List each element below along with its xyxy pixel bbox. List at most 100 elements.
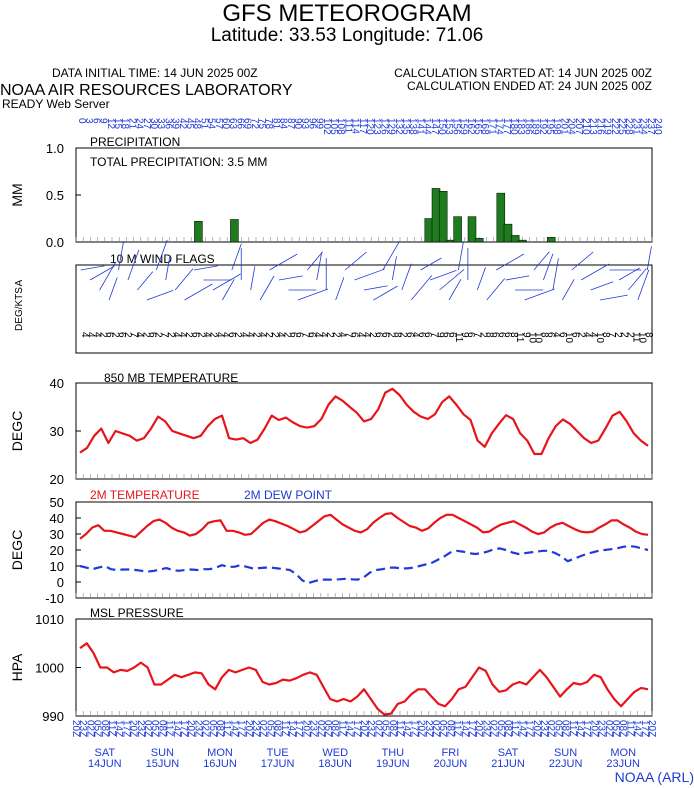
bottom-time-label: 17Z — [351, 720, 362, 737]
top-hour-label: 36 — [162, 118, 173, 130]
wind-flag — [89, 265, 115, 281]
top-hour-label: 78 — [263, 118, 274, 130]
wind-flag — [222, 279, 235, 301]
precip-ytick-label: 0.0 — [46, 235, 64, 250]
wind-speed-label: 11 — [453, 332, 464, 343]
temp850-ytick-label: 40 — [50, 376, 64, 391]
day-date-label: 16JUN — [203, 758, 237, 770]
init-time: DATA INITIAL TIME: 14 JUN 2025 00Z — [52, 66, 258, 80]
top-hour-label: 60 — [220, 118, 231, 130]
wind-speed-label: 7 — [606, 332, 617, 338]
wind-flag — [373, 285, 398, 301]
bottom-time-label: 17Z — [466, 720, 477, 737]
wind-speed-label: 7 — [128, 332, 139, 338]
precip-bar — [194, 221, 203, 243]
top-hour-label: 153 — [443, 118, 454, 135]
bottom-time-label: 20Z — [588, 720, 599, 737]
top-hour-label: 120 — [364, 118, 375, 135]
top-hour-label: 51 — [198, 118, 209, 130]
bottom-time-label: 17Z — [581, 720, 592, 737]
bottom-time-label: 05Z — [495, 720, 506, 737]
wind-flag — [599, 294, 628, 301]
top-hour-label: 135 — [400, 118, 411, 135]
bottom-time-label: 23Z — [538, 720, 549, 737]
wind-flag — [137, 271, 154, 291]
bottom-time-label: 23Z — [480, 720, 491, 737]
top-hour-label: 18 — [119, 118, 130, 130]
temp2m-ytick-label: 30 — [50, 527, 64, 542]
bottom-time-label: 20Z — [300, 720, 311, 737]
top-hour-label: 183 — [515, 118, 526, 135]
wind-speed-label: 4 — [134, 332, 145, 338]
bottom-time-label: 23Z — [308, 720, 319, 737]
wind-speed-label: 4 — [318, 332, 329, 338]
bottom-time-label: 11Z — [164, 720, 175, 737]
wind-speed-label: 6 — [306, 332, 317, 338]
wind-flag — [401, 263, 412, 291]
bottom-time-label: 05Z — [149, 720, 160, 737]
wind-ylabel: DEG/KTS — [14, 287, 25, 331]
top-hour-label: 24 — [134, 118, 145, 130]
bottom-time-label: 20Z — [70, 720, 81, 737]
bottom-time-label: 08Z — [617, 720, 628, 737]
temp850-line — [79, 387, 649, 456]
wind-speed-label: 10 — [563, 332, 574, 344]
wind-flag — [524, 288, 555, 301]
wind-speed-label: 6 — [569, 332, 580, 338]
precip-bar — [431, 188, 441, 243]
precip-bar — [510, 235, 520, 243]
wind-speed-label: 4 — [244, 332, 255, 338]
wind-speed-label: 6 — [490, 332, 501, 338]
top-hour-label: 177 — [501, 118, 512, 135]
bottom-time-label: 08Z — [214, 720, 225, 737]
wind-speed-label: 4 — [171, 332, 182, 338]
top-hour-label: 39 — [170, 118, 181, 130]
top-hour-label: 129 — [386, 118, 397, 135]
wind-speed-label: 9 — [459, 332, 470, 338]
precip-bar — [503, 223, 513, 243]
temp2m-ytick-label: 50 — [50, 495, 64, 510]
wind-speed-label: 8 — [392, 332, 403, 338]
top-hour-label: 189 — [530, 118, 541, 135]
temp850-ytick-label: 30 — [50, 424, 64, 439]
wind-speed-label: 10 — [637, 332, 648, 344]
bottom-time-label: 02Z — [545, 720, 556, 737]
top-hour-label: 54 — [206, 118, 217, 130]
precip-bar — [438, 190, 448, 243]
top-hour-label: 6 — [90, 118, 101, 124]
top-hour-label: 0 — [76, 118, 87, 124]
top-hour-label: 171 — [486, 118, 497, 135]
top-hour-label: 126 — [378, 118, 389, 135]
pressure-ytick-label: 1000 — [35, 661, 64, 676]
precip-bar — [467, 216, 477, 243]
temp2m-legend: 2M TEMPERATURE — [90, 488, 200, 502]
bottom-time-label: 05Z — [552, 720, 563, 737]
bottom-time-label: 14Z — [632, 720, 643, 737]
wind-flag — [250, 266, 256, 291]
wind-flag — [495, 253, 525, 271]
wind-flag — [269, 253, 298, 271]
temp2m-ytick-label: 20 — [50, 543, 64, 558]
org-name: NOAA AIR RESOURCES LABORATORY — [0, 82, 293, 99]
top-hour-label: 237 — [645, 118, 656, 135]
wind-panel-frame — [75, 264, 653, 354]
bottom-time-label: 20Z — [473, 720, 484, 737]
top-hour-label: 204 — [566, 118, 577, 135]
bottom-time-label: 17Z — [236, 720, 247, 737]
top-hour-label: 210 — [580, 118, 591, 135]
bottom-time-label: 08Z — [272, 720, 283, 737]
bottom-time-label: 02Z — [315, 720, 326, 737]
wind-speed-label: 2 — [269, 332, 280, 338]
wind-flag — [533, 251, 550, 271]
top-hour-label: 84 — [278, 118, 289, 130]
temp2m-panel-frame — [75, 501, 653, 599]
wind-flag — [391, 256, 397, 281]
temp850-panel-frame — [75, 382, 653, 480]
bottom-time-label: 02Z — [257, 720, 268, 737]
wind-speed-label: 6 — [447, 332, 458, 338]
bottom-time-label: 14Z — [113, 720, 124, 737]
wind-speed-label: 2 — [122, 332, 133, 338]
top-hour-label: 66 — [234, 118, 245, 130]
wind-speed-label: 7 — [300, 332, 311, 338]
wind-speed-label: 6 — [502, 332, 513, 338]
